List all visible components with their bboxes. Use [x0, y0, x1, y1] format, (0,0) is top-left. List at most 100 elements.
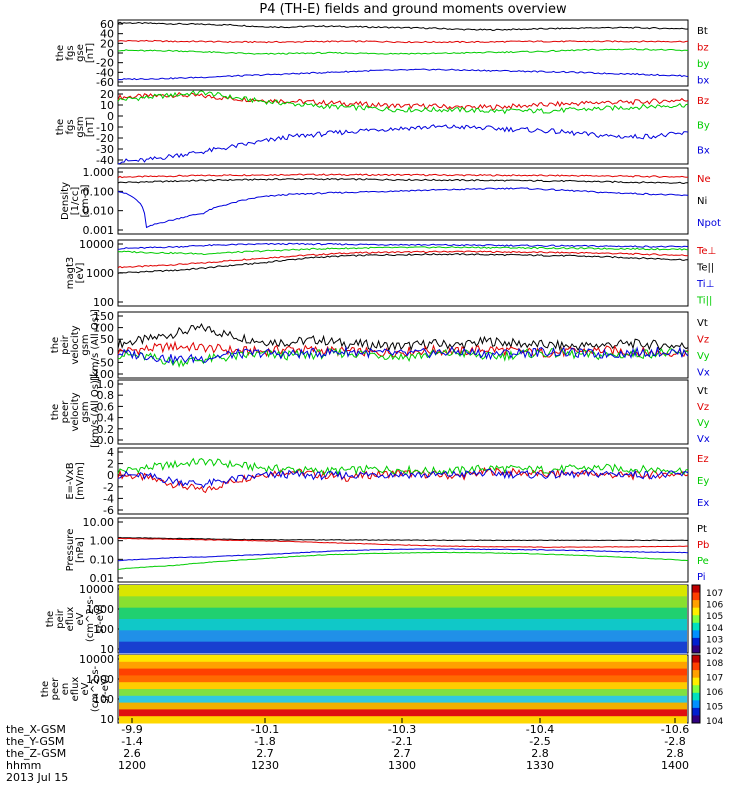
- legend-vy: Vy: [697, 351, 710, 362]
- footer-value: 2.6: [123, 747, 141, 760]
- series-line-ey: [117, 457, 689, 476]
- y-tick-label: 0.100: [83, 185, 115, 198]
- panel-3: 1.000 0.100 0.010 0.001 Density [1/cc] [cm-3] N…: [60, 166, 721, 237]
- legend-vx: Vx: [697, 368, 710, 379]
- y-axis-label: the: [50, 337, 61, 353]
- spectrogram-band: [119, 675, 687, 683]
- y-axis-label: (cm^2-s-: [90, 665, 101, 712]
- y-axis-label: [nPa]: [75, 537, 86, 563]
- legend-bt: Bt: [697, 26, 708, 37]
- y-tick-label: 0.2: [97, 423, 115, 436]
- colorbar-tick-label: 106: [706, 601, 723, 611]
- spectrogram-band: [119, 716, 687, 724]
- colorbar-tick-label: 105: [706, 703, 723, 713]
- y-tick-label: 100: [93, 623, 114, 636]
- colorbar-segment: [692, 630, 700, 639]
- y-axis-label: peer: [50, 677, 61, 701]
- y-tick-label: 0.8: [97, 389, 115, 402]
- legend-npot: Npot: [697, 218, 721, 229]
- y-tick-label: -50: [96, 356, 114, 369]
- y-tick-label: 0.001: [83, 224, 115, 237]
- series-line-pi: [117, 548, 689, 562]
- y-axis-label: [mV/m]: [75, 462, 86, 500]
- legend-bx: bx: [697, 76, 709, 87]
- colorbar-segment: [692, 715, 700, 724]
- legend-pi: Pi: [697, 572, 706, 583]
- legend-vt: Vt: [697, 318, 708, 329]
- series-line-ti⊥: [117, 242, 689, 250]
- footer-value: -2.5: [529, 735, 550, 748]
- y-axis-label: velocity: [70, 325, 81, 364]
- y-axis-label: gsm: [80, 401, 91, 422]
- colorbar-tick-label: 103: [706, 635, 723, 645]
- footer-value: -1.4: [121, 735, 142, 748]
- y-axis-label: Density: [60, 182, 71, 220]
- spectrogram-band: [119, 695, 687, 704]
- legend-pt: Pt: [697, 524, 707, 535]
- y-tick-label: 1.000: [83, 166, 115, 179]
- y-tick-label: -6: [103, 504, 114, 517]
- legend-pb: Pb: [697, 540, 709, 551]
- legend-bz: bz: [697, 43, 709, 54]
- legend-vy: Vy: [697, 418, 710, 429]
- spectrogram-band: [119, 641, 687, 654]
- y-axis-label: en: [60, 683, 71, 696]
- y-tick-label: -60: [96, 76, 114, 89]
- spectrogram-band: [119, 655, 687, 663]
- series-line-npot: [117, 187, 689, 229]
- footer-value: 1300: [388, 759, 416, 772]
- y-tick-label: 2: [107, 458, 114, 471]
- y-tick-label: -20: [96, 57, 114, 70]
- footer-row-label: hhmm: [6, 759, 41, 772]
- panel-frame: [117, 239, 689, 307]
- panel-frame: [117, 19, 689, 87]
- spectrogram-band: [119, 630, 687, 643]
- footer-value: 1230: [251, 759, 279, 772]
- spectrogram-band: [119, 689, 687, 697]
- colorbar-segment: [692, 607, 700, 616]
- y-axis-label: [eV]: [75, 263, 86, 284]
- footer-value: -2.8: [664, 735, 685, 748]
- panel-frame: [117, 517, 689, 583]
- series-line-pe: [117, 551, 689, 570]
- series-line-bt: [117, 21, 689, 32]
- legend-vt: Vt: [697, 386, 708, 397]
- panel-8: 10.00 1.00 0.10 0.01 Pressure [nPa] Pt Pb Pe Pi: [65, 516, 709, 585]
- series-line-ez: [117, 466, 689, 494]
- footer-value: -10.1: [251, 723, 279, 736]
- y-tick-label: -40: [96, 154, 114, 167]
- legend-ti⊥: Ti⊥: [696, 279, 714, 290]
- series-line-bx: [117, 68, 689, 81]
- y-tick-label: 0: [107, 345, 114, 358]
- y-axis-label: gsm: [75, 116, 86, 137]
- colorbar-segment: [692, 615, 700, 624]
- footer-value: 2.8: [531, 747, 549, 760]
- colorbar-segment: [692, 592, 700, 601]
- y-tick-label: 10000: [79, 653, 114, 666]
- y-tick-label: 0: [107, 110, 114, 123]
- y-axis-label: the: [50, 404, 61, 420]
- footer-value: -10.4: [526, 723, 554, 736]
- y-tick-label: 10.00: [83, 516, 115, 529]
- colorbar-tick-label: 104: [706, 624, 723, 634]
- legend-by: By: [697, 121, 710, 132]
- spectrogram-band: [119, 619, 687, 631]
- series-line-ni: [117, 177, 688, 185]
- spectrogram-band: [119, 596, 687, 609]
- y-tick-label: 0.10: [90, 553, 115, 566]
- series-line-ne: [117, 173, 689, 179]
- colorbar-segment: [692, 645, 700, 654]
- plot-title: P4 (TH-E) fields and ground moments over…: [259, 2, 567, 17]
- y-axis-label: magt3: [65, 257, 76, 290]
- y-tick-label: 10000: [79, 238, 114, 251]
- y-axis-label: [km/s (All Qs)]: [90, 309, 101, 381]
- footer-row-label: the_Z-GSM: [6, 747, 66, 760]
- y-axis-label: eV: [80, 682, 91, 695]
- colorbar-segment: [692, 692, 700, 701]
- footer-value: -9.9: [121, 723, 142, 736]
- colorbar-segment: [692, 685, 700, 694]
- panel-frame: [117, 311, 689, 379]
